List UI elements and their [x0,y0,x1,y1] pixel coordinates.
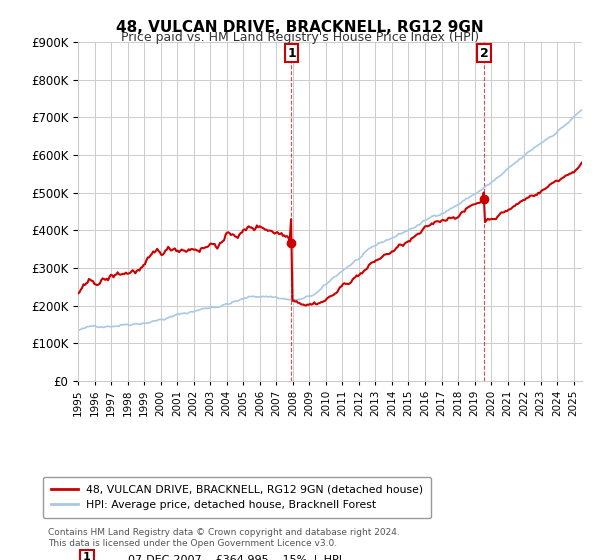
Text: Price paid vs. HM Land Registry's House Price Index (HPI): Price paid vs. HM Land Registry's House … [121,31,479,44]
Legend: 48, VULCAN DRIVE, BRACKNELL, RG12 9GN (detached house), HPI: Average price, deta: 48, VULCAN DRIVE, BRACKNELL, RG12 9GN (d… [43,477,431,517]
Text: Contains HM Land Registry data © Crown copyright and database right 2024.
This d: Contains HM Land Registry data © Crown c… [48,528,400,548]
Text: 1: 1 [287,47,296,60]
Text: 48, VULCAN DRIVE, BRACKNELL, RG12 9GN: 48, VULCAN DRIVE, BRACKNELL, RG12 9GN [116,20,484,35]
Text: 07-DEC-2007    £364,995    15% ↓ HPI: 07-DEC-2007 £364,995 15% ↓ HPI [128,556,343,560]
Text: 1: 1 [83,552,91,560]
Text: 2: 2 [480,47,488,60]
